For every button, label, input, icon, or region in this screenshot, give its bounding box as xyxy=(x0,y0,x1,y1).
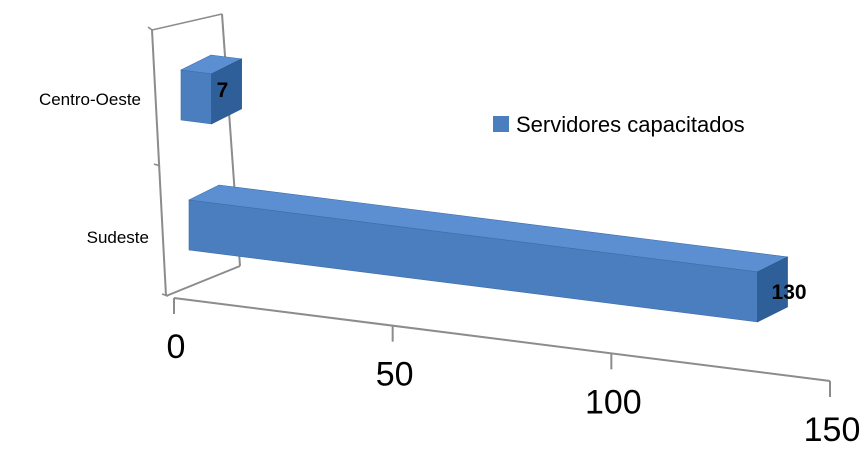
data-label: 7 xyxy=(217,79,229,102)
category-label: Sudeste xyxy=(87,228,149,247)
legend-label: Servidores capacitados xyxy=(516,112,745,137)
x-tick-label: 100 xyxy=(585,383,642,421)
legend-swatch xyxy=(493,116,509,132)
category-label: Centro-Oeste xyxy=(39,90,141,109)
x-tick-label: 150 xyxy=(804,411,861,449)
bar-end-face xyxy=(757,256,788,323)
chart-labels: 0 50 100 150 7 Centro-Oeste 130 Sudeste xyxy=(39,79,860,449)
data-label: 130 xyxy=(772,281,807,304)
bar-front-face xyxy=(180,69,212,125)
bar-centro-oeste xyxy=(179,54,243,125)
bar-end-face xyxy=(211,58,242,125)
bar-sudeste xyxy=(187,184,789,323)
legend: Servidores capacitados xyxy=(493,112,745,137)
x-tick-label: 0 xyxy=(167,328,186,366)
chart-bars xyxy=(179,54,789,323)
x-axis-line xyxy=(173,297,831,382)
chart-axes xyxy=(147,13,831,397)
x-tick-label: 50 xyxy=(376,356,414,394)
